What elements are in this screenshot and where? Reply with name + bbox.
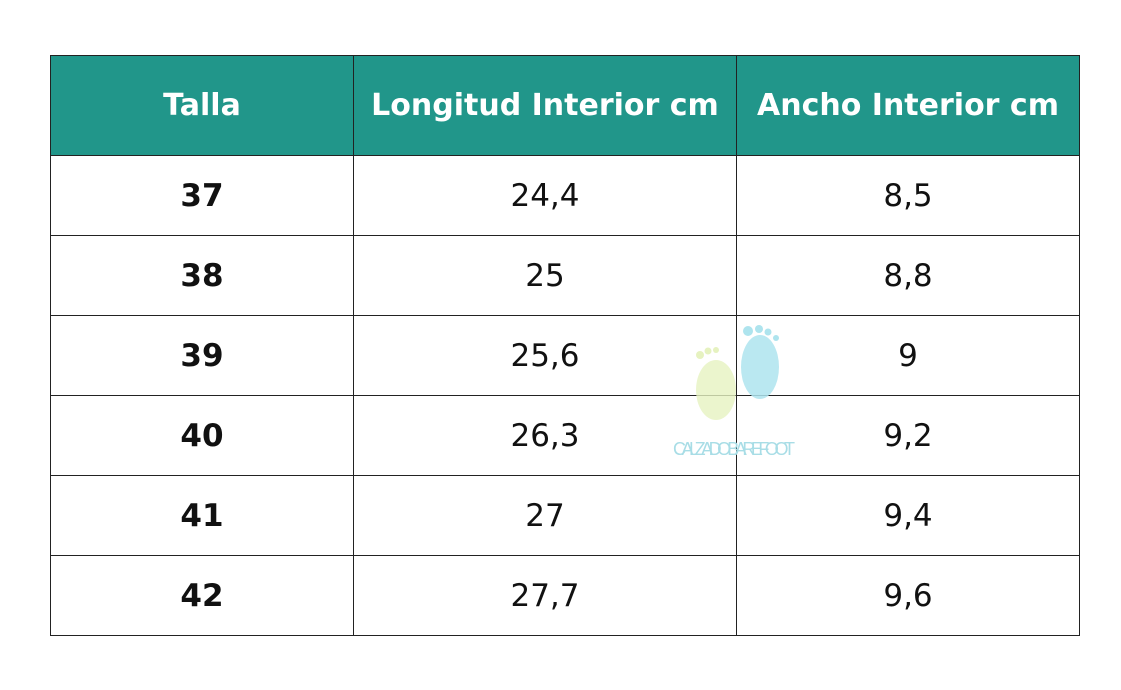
measure-cell: 9 <box>736 315 1080 396</box>
measure-cell: 25,6 <box>353 315 737 396</box>
table-row: 38 25 8,8 <box>50 235 1080 316</box>
size-cell: 40 <box>50 395 354 476</box>
measure-cell: 9,6 <box>736 555 1080 636</box>
table-body: 37 24,4 8,5 38 25 8,8 39 25,6 9 40 26,3 9,2 41 27 9,4 4… <box>50 155 1080 636</box>
measure-cell: 9,2 <box>736 395 1080 476</box>
table-row: 41 27 9,4 <box>50 475 1080 556</box>
size-cell: 39 <box>50 315 354 396</box>
size-cell: 42 <box>50 555 354 636</box>
measure-cell: 25 <box>353 235 737 316</box>
table-row: 40 26,3 9,2 <box>50 395 1080 476</box>
header-row: Talla Longitud Interior cm Ancho Interior … <box>50 55 1080 156</box>
measure-cell: 26,3 <box>353 395 737 476</box>
size-cell: 37 <box>50 155 354 236</box>
measure-cell: 8,8 <box>736 235 1080 316</box>
header-cell: Ancho Interior cm <box>736 55 1080 156</box>
measure-cell: 24,4 <box>353 155 737 236</box>
measure-cell: 9,4 <box>736 475 1080 556</box>
size-cell: 41 <box>50 475 354 556</box>
size-table: Talla Longitud Interior cm Ancho Interior … <box>50 55 1080 636</box>
table-row: 37 24,4 8,5 <box>50 155 1080 236</box>
table-row: 42 27,7 9,6 <box>50 555 1080 636</box>
measure-cell: 8,5 <box>736 155 1080 236</box>
header-cell: Longitud Interior cm <box>353 55 737 156</box>
header-cell: Talla <box>50 55 354 156</box>
table-row: 39 25,6 9 <box>50 315 1080 396</box>
measure-cell: 27 <box>353 475 737 556</box>
measure-cell: 27,7 <box>353 555 737 636</box>
size-cell: 38 <box>50 235 354 316</box>
